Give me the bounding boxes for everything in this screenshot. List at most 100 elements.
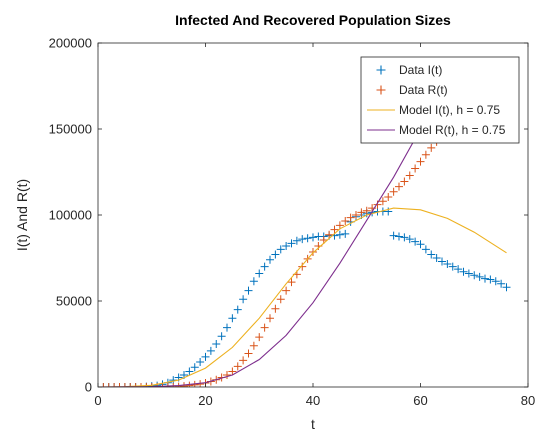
data-point	[443, 260, 452, 269]
axes: 0 20 40 60 80 0 50000 100000 150000 200000	[49, 36, 536, 409]
data-point	[309, 233, 317, 242]
data-point	[411, 237, 420, 246]
data-point	[481, 274, 489, 283]
data-point	[260, 323, 269, 332]
data-point	[239, 295, 248, 304]
data-point	[497, 279, 506, 288]
series-4	[98, 87, 446, 387]
data-point	[298, 262, 307, 271]
data-point	[169, 383, 178, 387]
data-point	[330, 225, 339, 234]
data-point	[454, 265, 463, 274]
data-point	[384, 207, 393, 216]
data-point	[292, 236, 301, 245]
data-point	[249, 277, 258, 286]
data-point	[158, 383, 167, 387]
legend-label: Model I(t), h = 0.75	[399, 103, 500, 117]
x-tick-label: 80	[521, 393, 535, 408]
data-point	[228, 367, 237, 376]
data-point	[432, 254, 441, 262]
x-tick-label: 20	[198, 393, 212, 408]
legend-box	[360, 56, 520, 144]
y-tick-label: 0	[85, 380, 92, 395]
legend-entry: Model I(t), h = 0.75	[367, 103, 500, 117]
data-point	[104, 383, 113, 387]
data-point	[223, 323, 231, 332]
data-point	[137, 383, 145, 387]
data-point	[400, 233, 409, 242]
data-point	[163, 383, 172, 387]
data-point	[223, 370, 231, 379]
data-point	[378, 197, 387, 206]
data-point	[335, 221, 344, 230]
data-point	[190, 380, 199, 387]
data-point	[147, 383, 156, 387]
data-point	[239, 356, 248, 365]
data-point	[126, 383, 135, 387]
data-point	[255, 333, 264, 342]
legend: Data I(t) Data R(t) Model I(t), h = 0.75 Mo…	[360, 56, 520, 144]
data-point	[244, 349, 253, 358]
legend-label: Data R(t)	[399, 83, 448, 97]
data-point	[233, 362, 242, 371]
data-point	[266, 314, 274, 323]
data-point	[196, 358, 205, 367]
data-point	[228, 314, 237, 323]
data-point	[405, 171, 414, 180]
chart-title: Infected And Recovered Population Sizes	[175, 12, 451, 28]
y-axis-title: I(t) And R(t)	[14, 179, 30, 251]
legend-entry: Data I(t)	[376, 63, 442, 77]
data-point	[276, 295, 285, 304]
series-line	[98, 207, 507, 387]
data-point	[395, 182, 403, 191]
data-point	[346, 213, 355, 222]
data-point	[180, 382, 188, 387]
data-point	[185, 381, 194, 387]
data-point	[325, 230, 334, 239]
data-point	[110, 383, 119, 387]
data-point	[255, 269, 264, 278]
data-point	[217, 332, 226, 341]
series-2	[99, 131, 446, 387]
data-point	[115, 383, 124, 387]
data-point	[287, 278, 296, 287]
data-point	[282, 286, 291, 295]
x-tick-label: 40	[306, 393, 320, 408]
data-point	[416, 240, 425, 249]
data-point	[389, 231, 398, 240]
data-point	[438, 257, 446, 266]
data-point	[233, 305, 242, 314]
data-point	[357, 208, 366, 217]
data-point	[201, 352, 210, 361]
data-point	[421, 245, 430, 254]
data-point	[260, 262, 269, 271]
legend-swatch	[376, 85, 386, 95]
plot-area	[98, 87, 511, 387]
x-tick-label: 60	[413, 393, 427, 408]
y-tick-label: 100000	[49, 208, 92, 223]
data-point	[491, 277, 500, 286]
data-point	[395, 232, 403, 241]
data-point	[185, 367, 194, 376]
data-point	[287, 239, 296, 248]
data-point	[389, 187, 398, 196]
y-tick-label: 50000	[56, 294, 92, 309]
x-tick-label: 0	[94, 393, 101, 408]
data-point	[271, 250, 280, 259]
data-point	[502, 283, 511, 292]
data-point	[464, 269, 473, 278]
legend-swatch	[376, 65, 386, 75]
data-point	[266, 255, 274, 264]
data-point	[99, 383, 108, 387]
data-point	[303, 234, 312, 243]
data-point	[341, 217, 350, 226]
data-point	[335, 230, 344, 239]
data-point	[427, 143, 436, 152]
data-point	[244, 286, 253, 295]
data-point	[212, 340, 221, 348]
data-point	[298, 235, 307, 244]
legend-entry: Model R(t), h = 0.75	[367, 123, 506, 137]
data-point	[249, 341, 258, 350]
data-point	[448, 262, 457, 271]
data-point	[475, 272, 484, 281]
